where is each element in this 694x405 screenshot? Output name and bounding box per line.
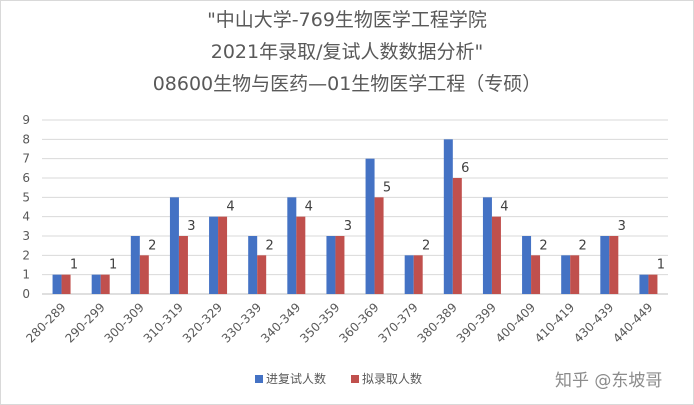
data-label: 4 [226, 200, 234, 215]
bar-series1 [639, 274, 649, 294]
legend-label: 拟录取人数 [362, 371, 422, 386]
data-label: 2 [148, 238, 156, 253]
data-label: 1 [109, 258, 117, 273]
y-tick-label: 0 [22, 287, 30, 301]
data-label: 4 [500, 200, 508, 215]
bar-series1 [52, 274, 62, 294]
bar-series2 [452, 178, 462, 294]
y-tick-label: 7 [22, 152, 30, 166]
x-tick-label: 440-449 [610, 300, 655, 345]
chart-title-line-2: 2021年录取/复试人数数据分析" [210, 41, 484, 63]
bar-series1 [561, 255, 571, 294]
bar-series1 [326, 236, 336, 294]
x-tick-label: 400-409 [493, 300, 538, 345]
bar-series2 [139, 255, 149, 294]
x-tick-label: 370-379 [375, 300, 420, 345]
bar-series2 [609, 236, 619, 294]
bar-series2 [491, 216, 501, 294]
data-label: 1 [657, 258, 665, 273]
x-tick-label: 430-439 [571, 300, 616, 345]
data-label: 5 [383, 180, 391, 195]
x-tick-label: 330-339 [219, 300, 264, 345]
x-tick-label: 320-329 [180, 300, 225, 345]
x-tick-label: 380-389 [415, 300, 460, 345]
data-label: 3 [187, 219, 195, 234]
legend-swatch-series1 [255, 375, 263, 383]
bar-series1 [169, 197, 179, 294]
bar-series1 [130, 236, 140, 294]
x-tick-label: 290-299 [62, 300, 107, 345]
bar-series1 [91, 274, 101, 294]
data-label: 4 [305, 200, 313, 215]
bar-series1 [600, 236, 610, 294]
x-tick-label: 340-349 [258, 300, 303, 345]
y-tick-label: 9 [22, 113, 30, 127]
bar-series2 [335, 236, 345, 294]
legend-swatch-series2 [351, 375, 359, 383]
bar-series2 [570, 255, 580, 294]
bar-series1 [209, 216, 219, 294]
legend-label: 进复试人数 [266, 371, 326, 386]
bar-series1 [522, 236, 532, 294]
y-tick-label: 5 [22, 190, 30, 204]
data-label: 3 [344, 219, 352, 234]
y-tick-label: 6 [22, 171, 30, 185]
y-tick-label: 3 [22, 229, 30, 243]
chart-title-line-3: 08600生物与医药—01生物医学工程（专硕） [152, 73, 542, 95]
bar-series2 [413, 255, 423, 294]
x-tick-label: 410-419 [532, 300, 577, 345]
data-label: 2 [579, 238, 587, 253]
bar-series2 [648, 274, 658, 294]
data-label: 2 [539, 238, 547, 253]
data-label: 2 [266, 238, 274, 253]
bar-series2 [257, 255, 267, 294]
bar-series2 [61, 274, 71, 294]
bar-series1 [287, 197, 297, 294]
x-tick-label: 350-359 [297, 300, 342, 345]
bar-series1 [248, 236, 258, 294]
y-tick-label: 8 [22, 132, 30, 146]
bar-series1 [443, 139, 453, 294]
bar-series2 [531, 255, 541, 294]
x-tick-label: 360-369 [336, 300, 381, 345]
y-tick-label: 2 [22, 248, 30, 262]
bar-series1 [365, 158, 375, 294]
data-label: 3 [618, 219, 626, 234]
bar-series1 [404, 255, 414, 294]
watermark: 知乎 @东坡哥 [555, 371, 663, 391]
x-tick-label: 300-309 [102, 300, 147, 345]
y-tick-label: 4 [22, 210, 30, 224]
y-tick-label: 1 [22, 268, 30, 282]
x-tick-label: 280-289 [23, 300, 68, 345]
data-label: 2 [422, 238, 430, 253]
chart-title-line-1: "中山大学-769生物医学工程学院 [207, 9, 487, 31]
x-tick-label: 390-399 [454, 300, 499, 345]
x-tick-label: 310-319 [141, 300, 186, 345]
data-label: 6 [461, 161, 469, 176]
bar-series2 [218, 216, 228, 294]
bar-series2 [296, 216, 306, 294]
bar-series2 [100, 274, 110, 294]
data-label: 1 [70, 258, 78, 273]
bar-series2 [178, 236, 188, 294]
bar-series1 [482, 197, 492, 294]
bar-series2 [374, 197, 384, 294]
